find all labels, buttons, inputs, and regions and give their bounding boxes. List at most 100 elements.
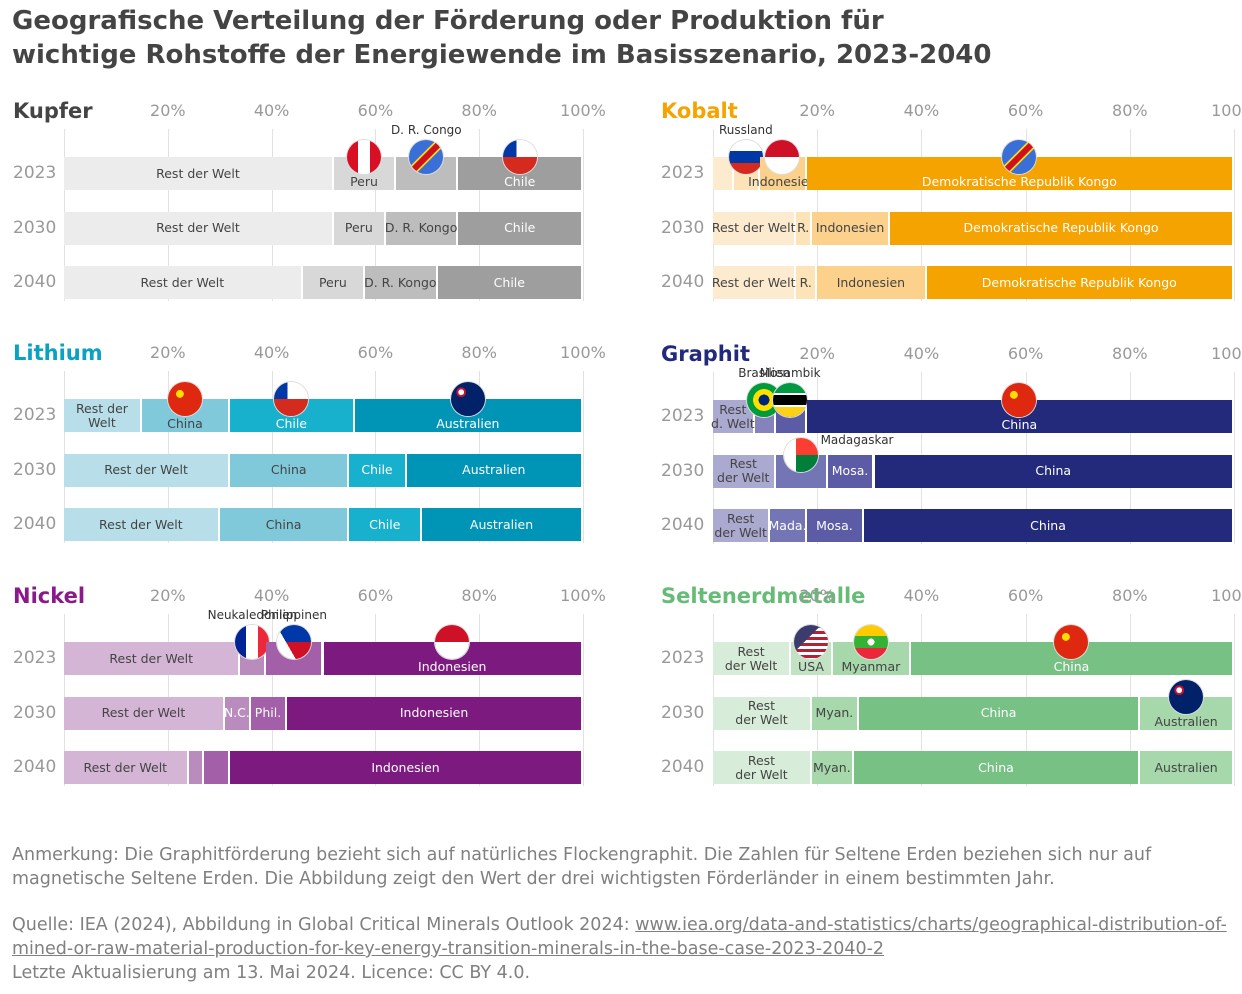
source-link[interactable]: www.iea.org/data-and-statistics/charts/g… xyxy=(12,915,1227,959)
segment-label: Myanmar xyxy=(841,659,901,674)
x-tick-label: 60% xyxy=(357,101,394,120)
segment-label: China xyxy=(978,759,1014,775)
x-tick-label: 100% xyxy=(560,101,606,120)
bar-segment xyxy=(713,400,753,433)
flag xyxy=(435,625,470,659)
segment-label: Rest der Welt xyxy=(75,400,128,430)
segment-label: USA xyxy=(798,659,824,674)
bar-segment xyxy=(204,751,229,784)
bar-segment xyxy=(713,211,795,245)
x-tick-label: 80% xyxy=(461,343,497,362)
segment-label: Phil. xyxy=(254,705,282,720)
x-tick-label: 60% xyxy=(357,343,394,362)
bar-segment xyxy=(713,751,810,784)
bar-segment xyxy=(713,157,732,190)
segment-label: Rest der Welt xyxy=(99,516,183,532)
segment-label: Myan. xyxy=(815,705,854,720)
flag xyxy=(783,437,818,472)
bar-segment xyxy=(224,696,249,730)
segment-label: China xyxy=(1035,463,1072,478)
bar-segment xyxy=(811,751,852,784)
segment-label: Rest der Welt xyxy=(711,220,796,235)
bar-segment xyxy=(349,453,405,487)
segment-label: Peru xyxy=(350,174,378,189)
segment-label: Indonesien xyxy=(418,659,487,674)
segment-label: Australien xyxy=(1154,713,1218,729)
segment-label: Chile xyxy=(504,220,536,235)
chart-title: Kobalt xyxy=(661,99,738,123)
bar-segment xyxy=(713,454,774,488)
x-tick-label: 80% xyxy=(1112,101,1148,120)
segment-label: Rest der Welt xyxy=(717,456,770,485)
bar-segment xyxy=(333,211,384,245)
segment-label: Rest der Welt xyxy=(104,462,188,477)
bar-segment xyxy=(385,211,457,245)
bar-segment xyxy=(64,642,239,675)
bar-segment xyxy=(230,751,581,784)
x-tick-label: 60% xyxy=(1007,344,1044,363)
flag xyxy=(1002,383,1037,417)
segment-label: Peru xyxy=(344,220,373,235)
bar-segment xyxy=(219,508,348,541)
source: Quelle: IEA (2024), Abbildung in Global … xyxy=(12,913,1237,985)
segment-label: R. xyxy=(797,220,810,235)
segment-label: Demokratische Republik Kongo xyxy=(963,220,1159,235)
flag xyxy=(235,625,270,659)
bar-segment xyxy=(811,696,857,730)
segment-label: Rest der Welt xyxy=(83,759,168,775)
bar-segment xyxy=(287,696,581,730)
segment-label: China xyxy=(167,416,203,431)
segment-label: China xyxy=(980,705,1017,720)
x-tick-label: 20% xyxy=(150,101,186,120)
segment-label: China xyxy=(1030,517,1066,533)
year-label: 2030 xyxy=(661,217,705,238)
year-label: 2040 xyxy=(13,757,57,777)
bar-segment xyxy=(858,696,1139,730)
segment-label: China xyxy=(270,462,307,477)
flag xyxy=(728,140,763,174)
flag xyxy=(1002,140,1037,174)
bar-segment xyxy=(64,211,332,245)
segment-label: Indonesien xyxy=(399,705,469,720)
x-tick-label: 80% xyxy=(1112,344,1148,363)
x-tick-label: 40% xyxy=(253,586,290,605)
x-tick-label: 100% xyxy=(1211,586,1242,605)
bar-segment xyxy=(890,211,1232,245)
bar-segment xyxy=(302,266,363,299)
source-prefix: Quelle: IEA (2024), Abbildung in Global … xyxy=(12,915,636,935)
bar-segment xyxy=(817,266,925,299)
segment-label: Australien xyxy=(436,416,500,431)
x-tick-label: 40% xyxy=(903,586,940,605)
year-label: 2030 xyxy=(13,459,57,480)
bar-segment xyxy=(806,509,863,542)
bar-segment xyxy=(64,508,218,541)
bar-segment xyxy=(64,399,140,432)
segment-label: Indonesien xyxy=(371,759,440,775)
flag-label: Philippinen xyxy=(260,608,327,622)
segment-label: Chile xyxy=(275,416,308,431)
x-tick-label: 80% xyxy=(461,586,497,605)
year-label: 2030 xyxy=(661,460,705,481)
bar-segment xyxy=(1140,751,1232,784)
segment-label: R. xyxy=(799,274,812,290)
year-label: 2030 xyxy=(661,702,705,723)
updated: Letzte Aktualisierung am 13. Mai 2024. L… xyxy=(12,963,531,983)
flag xyxy=(276,625,311,659)
bar-segment xyxy=(770,509,805,542)
segment-label: Myan. xyxy=(812,759,851,775)
bar-segment xyxy=(365,266,436,299)
segment-label: Chile xyxy=(369,516,401,532)
segment-label: Rest der Welt xyxy=(156,220,240,235)
bar-segment xyxy=(796,266,816,299)
year-label: 2023 xyxy=(13,648,57,668)
bar-segment xyxy=(713,266,795,299)
bar-segment xyxy=(926,266,1232,299)
segment-label: Peru xyxy=(318,274,347,290)
note: Anmerkung: Die Graphitförderung bezieht … xyxy=(12,845,1152,889)
bar-segment xyxy=(422,508,581,541)
bar-segment xyxy=(853,751,1139,784)
segment-label: D. R. Kongo xyxy=(364,274,437,290)
year-label: 2040 xyxy=(661,515,705,535)
flag xyxy=(502,140,537,174)
